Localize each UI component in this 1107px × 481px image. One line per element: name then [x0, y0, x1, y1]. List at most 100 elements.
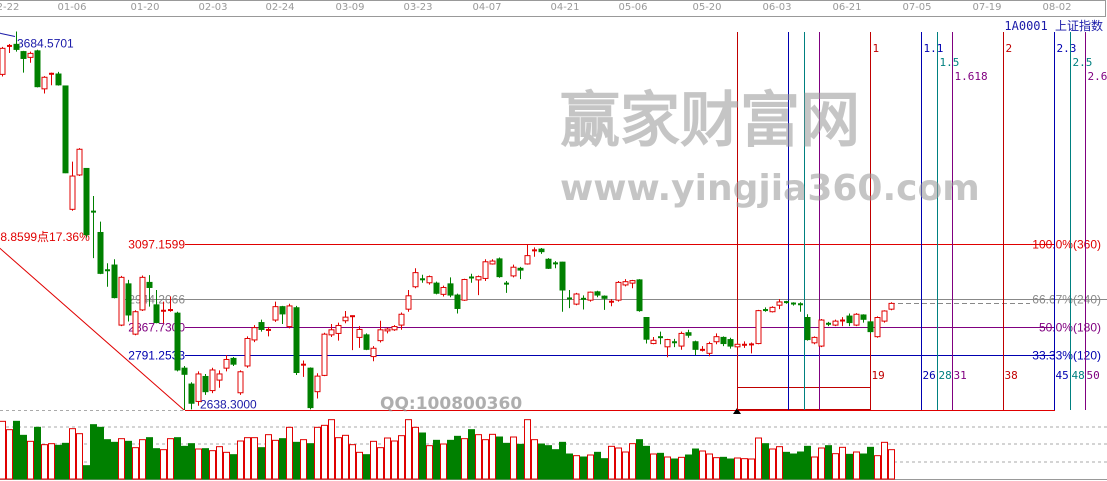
- volume-bar: [160, 449, 167, 480]
- volume-bar: [118, 438, 125, 480]
- volume-bar: [888, 449, 895, 480]
- symbol-code: 1A0001: [1004, 19, 1048, 33]
- cycle-count-label: 38: [1005, 369, 1018, 382]
- cycle-ratio-label: 2: [1006, 42, 1013, 55]
- volume-bar: [853, 451, 860, 480]
- date-label: 01-06: [57, 2, 87, 13]
- candle-body: [293, 307, 300, 373]
- candle-body: [97, 231, 104, 274]
- volume-bar: [629, 443, 636, 480]
- volume-bar: [265, 434, 272, 480]
- volume-bar: [0, 420, 6, 480]
- volume-bar: [461, 438, 468, 480]
- volume-bar: [825, 445, 832, 480]
- price-level-label: 2867.7300: [128, 321, 185, 335]
- volume-bar: [146, 437, 153, 480]
- date-label: 01-20: [130, 2, 160, 13]
- candle-body: [440, 286, 447, 295]
- candle-body: [0, 47, 6, 75]
- candle-body: [405, 295, 412, 310]
- volume-bar: [237, 440, 244, 480]
- candle-body: [195, 373, 202, 402]
- volume-bar: [349, 444, 356, 480]
- volume-bar: [230, 454, 237, 480]
- candle-body: [111, 264, 118, 299]
- candle-body: [377, 329, 384, 342]
- candle-body: [132, 311, 139, 335]
- volume-bar: [405, 419, 412, 480]
- candle-body: [20, 51, 27, 59]
- volume-bar: [447, 439, 454, 480]
- date-label: 2-22: [0, 2, 20, 13]
- candle-body: [146, 281, 153, 288]
- volume-bar: [384, 437, 391, 480]
- volume-bar: [426, 445, 433, 480]
- volume-bar: [552, 449, 559, 480]
- candle-body: [811, 336, 818, 344]
- candle-body: [846, 315, 853, 324]
- volume-bar: [27, 440, 34, 480]
- candle-body: [188, 383, 195, 404]
- volume-bar: [188, 443, 195, 480]
- volume-bar: [125, 440, 132, 480]
- volume-bar: [363, 454, 370, 480]
- volume-bar: [475, 434, 482, 480]
- candle-body: [251, 327, 258, 341]
- volume-bar: [34, 426, 41, 480]
- candle-body: [286, 305, 293, 328]
- cycle-ratio-label: 1.618: [955, 70, 988, 83]
- candle-body: [41, 76, 48, 90]
- candle-body: [237, 371, 244, 394]
- volume-bar: [209, 450, 216, 480]
- candle-body: [720, 336, 727, 345]
- volume-bar: [370, 440, 377, 480]
- price-level-label: 2638.3000: [200, 398, 257, 412]
- volume-bar: [811, 456, 818, 480]
- candle-body: [433, 282, 440, 294]
- volume-bar: [517, 443, 524, 480]
- candle-body: [545, 258, 552, 269]
- rise-label: 上涨458.8599点17.36%: [0, 229, 90, 244]
- candle-body: [342, 316, 349, 322]
- volume-bar: [685, 454, 692, 480]
- candle-body: [517, 267, 524, 271]
- volume-bar: [643, 445, 650, 480]
- candle-body: [475, 276, 482, 281]
- candle-body: [692, 341, 699, 350]
- candle-body: [888, 302, 895, 310]
- candle-body: [818, 319, 825, 347]
- candle-body: [279, 306, 286, 315]
- date-label: 07-05: [902, 2, 932, 13]
- candle-body: [55, 73, 62, 86]
- candle-body: [62, 85, 69, 174]
- candle-body: [706, 343, 713, 354]
- volume-bar: [601, 458, 608, 480]
- candle-body: [601, 295, 608, 299]
- volume-bar: [391, 440, 398, 480]
- volume-bar: [181, 445, 188, 480]
- volume-bar: [615, 447, 622, 480]
- volume-bar: [97, 426, 104, 480]
- volume-bar: [832, 453, 839, 480]
- volume-bar: [692, 448, 699, 480]
- volume-bar: [90, 424, 97, 480]
- volume-bar: [111, 441, 118, 480]
- candle-body: [755, 310, 762, 345]
- candle-body: [34, 50, 41, 88]
- candle-body: [139, 276, 146, 311]
- volume-bar: [734, 457, 741, 480]
- volume-bar: [6, 429, 13, 480]
- volume-bar: [398, 435, 405, 480]
- candle-body: [307, 367, 314, 409]
- volume-bar: [293, 441, 300, 480]
- candle-body: [664, 339, 671, 348]
- volume-bar: [573, 455, 580, 480]
- candle-body: [559, 261, 566, 291]
- fib-level-label: 50.0%(180): [1039, 321, 1101, 335]
- volume-bar: [503, 442, 510, 480]
- date-label: 05-20: [692, 2, 722, 13]
- candle-body: [804, 317, 811, 341]
- volume-bar: [580, 456, 587, 480]
- volume-bar: [272, 439, 279, 480]
- volume-bar: [489, 433, 496, 480]
